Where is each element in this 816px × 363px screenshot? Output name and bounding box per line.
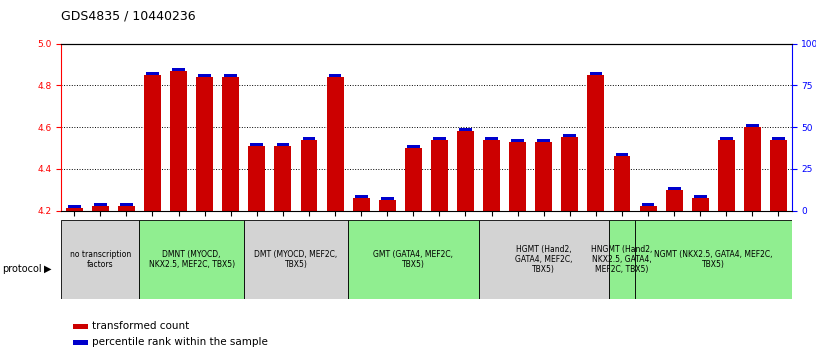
Bar [61,220,140,299]
Bar [303,136,315,139]
Bar [405,148,422,211]
Bar [274,146,291,211]
Bar [92,207,109,211]
Bar [431,139,448,211]
Bar [744,127,761,211]
Text: DMNT (MYOCD,
NKX2.5, MEF2C, TBX5): DMNT (MYOCD, NKX2.5, MEF2C, TBX5) [149,250,235,269]
Bar [718,139,734,211]
Bar [589,72,602,75]
Bar [381,197,393,200]
Bar [251,143,264,146]
Text: percentile rank within the sample: percentile rank within the sample [92,337,268,347]
Bar [770,139,787,211]
Bar [355,195,367,198]
Text: ▶: ▶ [44,264,51,274]
Text: protocol: protocol [2,264,42,274]
Bar [746,124,759,127]
Text: transformed count: transformed count [92,321,189,331]
Bar [326,77,344,211]
Text: GMT (GATA4, MEF2C,
TBX5): GMT (GATA4, MEF2C, TBX5) [373,250,454,269]
Bar [224,74,237,77]
Bar [614,156,631,211]
Bar [486,136,498,139]
Bar [407,145,419,148]
Bar [588,75,605,211]
Bar [641,203,654,206]
Bar [666,190,683,211]
Bar [196,77,213,211]
Bar [120,203,133,206]
Bar [248,146,265,211]
Text: NGMT (NKX2.5, GATA4, MEF2C,
TBX5): NGMT (NKX2.5, GATA4, MEF2C, TBX5) [654,250,773,269]
Bar [512,139,524,142]
Bar [694,195,707,198]
Bar [353,198,370,211]
Text: no transcription
factors: no transcription factors [69,250,131,269]
Bar [118,207,135,211]
Bar [140,220,244,299]
Bar [94,203,107,206]
Bar [329,74,341,77]
Bar [457,131,474,211]
Bar [433,136,446,139]
Bar [144,75,161,211]
Bar [222,77,239,211]
Bar [146,72,159,75]
Bar [459,128,472,131]
Bar [478,220,609,299]
Bar [348,220,478,299]
Bar [535,142,552,211]
Text: HNGMT (Hand2,
NKX2.5, GATA4,
MEF2C, TBX5): HNGMT (Hand2, NKX2.5, GATA4, MEF2C, TBX5… [592,245,653,274]
Bar [564,134,576,138]
Text: DMT (MYOCD, MEF2C,
TBX5): DMT (MYOCD, MEF2C, TBX5) [255,250,338,269]
Bar [198,74,211,77]
Bar [538,139,550,142]
Bar [170,71,187,211]
Bar [509,142,526,211]
Bar [277,143,289,146]
Bar [640,207,657,211]
Bar [244,220,348,299]
Bar [667,187,681,189]
Bar [172,68,185,71]
Bar [483,139,500,211]
Text: HGMT (Hand2,
GATA4, MEF2C,
TBX5): HGMT (Hand2, GATA4, MEF2C, TBX5) [515,245,573,274]
Text: GDS4835 / 10440236: GDS4835 / 10440236 [61,9,196,22]
Bar [635,220,792,299]
Bar [379,200,396,211]
Bar [68,205,81,208]
Bar [300,139,317,211]
Bar [609,220,635,299]
Bar [66,208,82,211]
Bar [692,198,709,211]
Bar [561,138,579,211]
Bar [772,136,785,139]
Bar [615,153,628,156]
Bar [720,136,733,139]
